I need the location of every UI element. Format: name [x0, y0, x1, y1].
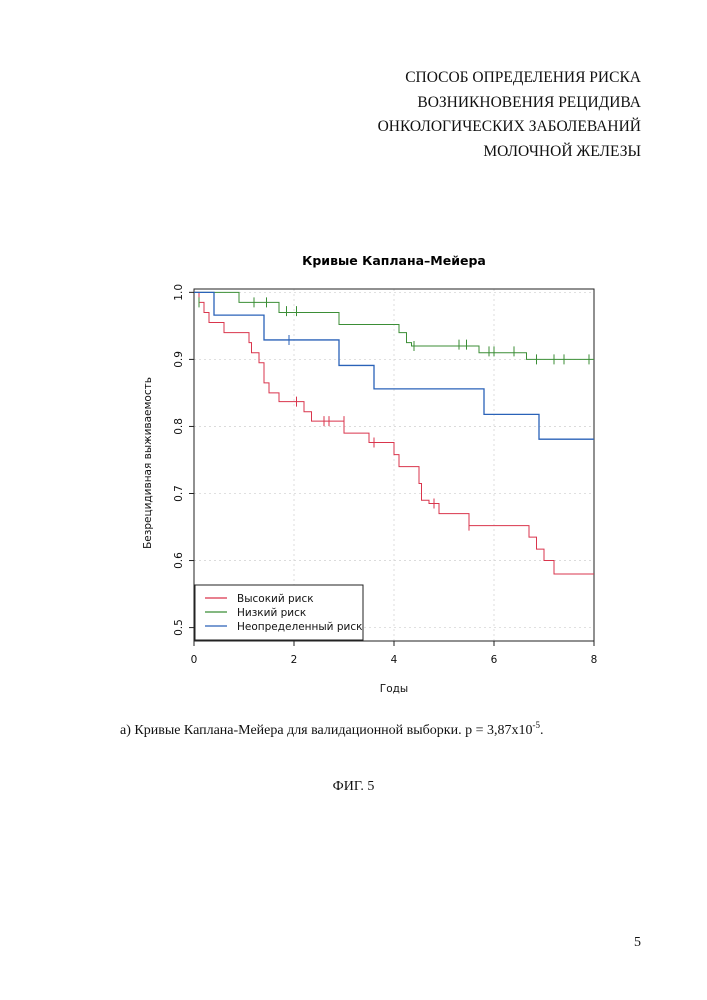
- x-tick-label: 2: [291, 654, 298, 666]
- figure-caption: а) Кривые Каплана-Мейера для валидационн…: [120, 720, 544, 739]
- x-tick-label: 8: [591, 654, 598, 666]
- legend: Высокий риск Низкий риск Неопределенный ри…: [195, 585, 363, 640]
- page-number: 5: [634, 935, 641, 951]
- legend-label: Высокий риск: [237, 593, 314, 605]
- caption-exponent: -5: [533, 720, 541, 730]
- y-tick-label: 0.7: [173, 485, 185, 502]
- y-axis-label: Безрецидивная выживаемость: [142, 377, 154, 549]
- caption-suffix: .: [540, 723, 544, 738]
- y-tick-label: 1.0: [173, 284, 185, 301]
- y-tick-label: 0.8: [173, 418, 185, 435]
- y-tick-label: 0.6: [173, 552, 185, 569]
- kaplan-meier-chart: Кривые Каплана–Мейера Безрецидивная выжи…: [0, 0, 707, 720]
- x-axis-label: Годы: [380, 683, 408, 695]
- figure-label: ФИГ. 5: [0, 779, 707, 795]
- caption-text: а) Кривые Каплана-Мейера для валидационн…: [120, 723, 533, 738]
- legend-label: Неопределенный риск: [237, 621, 362, 633]
- y-tick-label: 0.9: [173, 351, 185, 368]
- x-tick-label: 0: [191, 654, 198, 666]
- legend-label: Низкий риск: [237, 607, 306, 619]
- chart-title: Кривые Каплана–Мейера: [302, 253, 486, 268]
- x-tick-label: 4: [391, 654, 398, 666]
- y-tick-label: 0.5: [173, 619, 185, 636]
- x-tick-label: 6: [491, 654, 498, 666]
